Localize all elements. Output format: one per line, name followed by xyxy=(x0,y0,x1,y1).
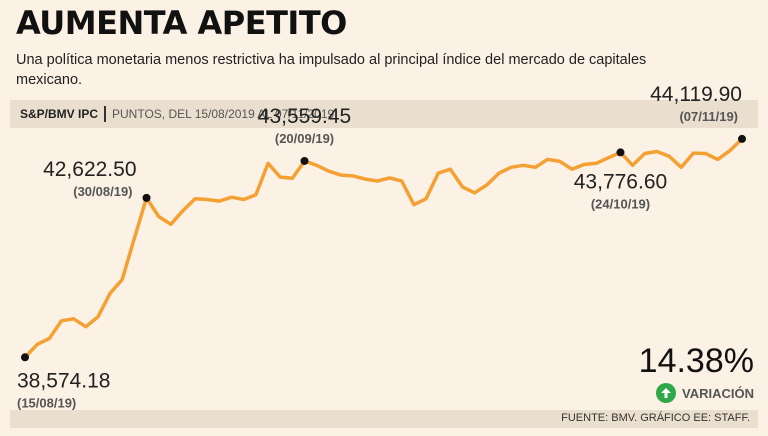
page-title: AUMENTA APETITO xyxy=(16,4,347,42)
annotation-date-4: (07/11/19) xyxy=(679,109,738,124)
variation-value: 14.38% xyxy=(638,342,754,380)
annotation-point-3 xyxy=(616,148,625,157)
divider xyxy=(104,106,107,122)
variation-box: 14.38% VARIACIÓN xyxy=(639,343,754,403)
page-subtitle: Una política monetaria menos restrictiva… xyxy=(16,52,647,88)
annotation-value-2: 43,559.45 xyxy=(258,105,351,128)
annotation-value-4: 44,119.90 xyxy=(650,83,742,106)
annotation-date-0: (15/08/19) xyxy=(17,395,76,410)
annotation-date-3: (24/10/19) xyxy=(591,196,650,211)
annotation-point-0 xyxy=(21,353,29,362)
series-name: S&P/BMV IPC xyxy=(20,107,99,121)
up-arrow-icon xyxy=(656,383,677,403)
series-description: PUNTOS, DEL 15/08/2019 AL 07/11/2019 xyxy=(112,107,335,121)
annotation-date-1: (30/08/19) xyxy=(73,184,132,199)
annotation-date-2: (20/09/19) xyxy=(275,131,334,146)
series-header-bar: S&P/BMV IPC PUNTOS, DEL 15/08/2019 AL 07… xyxy=(10,100,758,128)
annotation-value-3: 43,776.60 xyxy=(574,170,667,193)
source-note: FUENTE: BMV. GRÁFICO EE: STAFF. xyxy=(561,412,750,424)
annotation-value-0: 38,574.18 xyxy=(17,369,110,392)
annotation-value-1: 42,622.50 xyxy=(43,158,136,181)
annotation-point-1 xyxy=(142,193,151,202)
annotation-point-2 xyxy=(300,156,309,165)
annotation-point-4 xyxy=(738,134,746,143)
variation-label: VARIACIÓN xyxy=(682,385,754,401)
footer-bar: FUENTE: BMV. GRÁFICO EE: STAFF. xyxy=(10,410,758,428)
